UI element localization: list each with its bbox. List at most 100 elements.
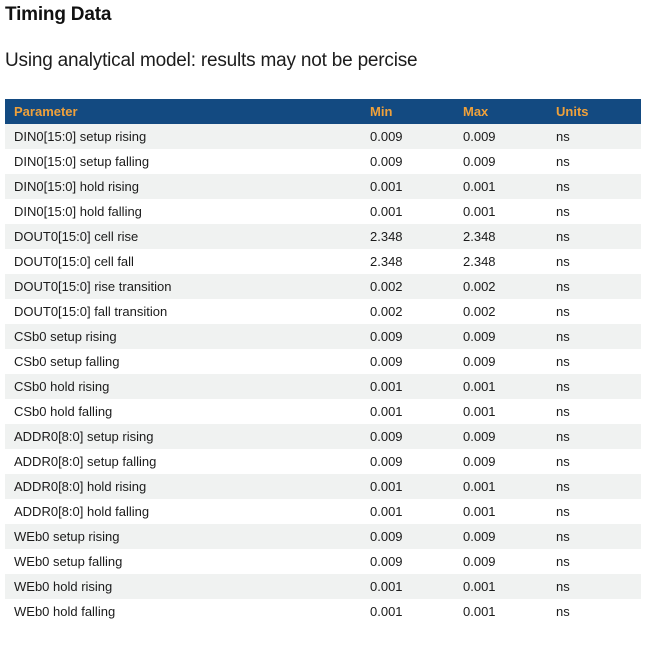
max-cell: 0.001 [463, 479, 496, 494]
table-row: WEb0 setup rising 0.009 0.009 ns [5, 524, 641, 549]
parameter-cell: ADDR0[8:0] setup falling [14, 454, 157, 469]
max-cell: 0.002 [463, 279, 496, 294]
max-cell: 0.001 [463, 404, 496, 419]
min-cell: 0.009 [370, 454, 403, 469]
units-cell: ns [556, 254, 570, 269]
page-title: Timing Data [5, 4, 112, 25]
timing-data-table: Parameter Min Max Units DIN0[15:0] setup… [5, 99, 641, 624]
parameter-cell: ADDR0[8:0] setup rising [14, 429, 154, 444]
max-cell: 0.009 [463, 129, 496, 144]
max-cell: 0.009 [463, 454, 496, 469]
parameter-cell: WEb0 setup falling [14, 554, 123, 569]
parameter-cell: WEb0 setup rising [14, 529, 120, 544]
min-cell: 0.002 [370, 279, 403, 294]
max-cell: 0.009 [463, 529, 496, 544]
parameter-cell: DIN0[15:0] setup falling [14, 154, 150, 169]
parameter-cell: DOUT0[15:0] cell fall [14, 254, 134, 269]
units-cell: ns [556, 429, 570, 444]
units-cell: ns [556, 404, 570, 419]
units-cell: ns [556, 354, 570, 369]
column-header-max: Max [463, 104, 489, 119]
units-cell: ns [556, 279, 570, 294]
max-cell: 0.009 [463, 329, 496, 344]
table-row: DOUT0[15:0] cell rise 2.348 2.348 ns [5, 224, 641, 249]
table-row: WEb0 hold falling 0.001 0.001 ns [5, 599, 641, 624]
units-cell: ns [556, 504, 570, 519]
max-cell: 2.348 [463, 254, 496, 269]
parameter-cell: ADDR0[8:0] hold falling [14, 504, 150, 519]
min-cell: 0.001 [370, 504, 403, 519]
min-cell: 0.001 [370, 179, 403, 194]
table-row: DIN0[15:0] hold rising 0.001 0.001 ns [5, 174, 641, 199]
max-cell: 0.001 [463, 604, 496, 619]
table-row: CSb0 hold falling 0.001 0.001 ns [5, 399, 641, 424]
parameter-cell: WEb0 hold falling [14, 604, 116, 619]
min-cell: 2.348 [370, 254, 403, 269]
parameter-cell: DIN0[15:0] setup rising [14, 129, 147, 144]
min-cell: 0.009 [370, 129, 403, 144]
units-cell: ns [556, 554, 570, 569]
column-header-parameter: Parameter [14, 104, 78, 119]
parameter-cell: DOUT0[15:0] fall transition [14, 304, 168, 319]
max-cell: 0.001 [463, 504, 496, 519]
max-cell: 0.009 [463, 554, 496, 569]
table-body: DIN0[15:0] setup rising 0.009 0.009 ns DIN0[… [5, 124, 641, 624]
max-cell: 0.001 [463, 204, 496, 219]
table-row: WEb0 setup falling 0.009 0.009 ns [5, 549, 641, 574]
parameter-cell: ADDR0[8:0] hold rising [14, 479, 147, 494]
parameter-cell: CSb0 setup rising [14, 329, 117, 344]
units-cell: ns [556, 579, 570, 594]
table-row: DOUT0[15:0] cell fall 2.348 2.348 ns [5, 249, 641, 274]
units-cell: ns [556, 379, 570, 394]
parameter-cell: WEb0 hold rising [14, 579, 113, 594]
parameter-cell: DIN0[15:0] hold rising [14, 179, 140, 194]
column-header-units: Units [556, 104, 589, 119]
table-row: CSb0 setup falling 0.009 0.009 ns [5, 349, 641, 374]
min-cell: 0.009 [370, 529, 403, 544]
parameter-cell: DOUT0[15:0] cell rise [14, 229, 139, 244]
min-cell: 0.001 [370, 479, 403, 494]
table-row: CSb0 hold rising 0.001 0.001 ns [5, 374, 641, 399]
page-subtitle: Using analytical model: results may not … [5, 50, 418, 71]
units-cell: ns [556, 479, 570, 494]
table-row: DIN0[15:0] hold falling 0.001 0.001 ns [5, 199, 641, 224]
units-cell: ns [556, 454, 570, 469]
table-row: ADDR0[8:0] setup rising 0.009 0.009 ns [5, 424, 641, 449]
max-cell: 2.348 [463, 229, 496, 244]
units-cell: ns [556, 529, 570, 544]
parameter-cell: CSb0 hold rising [14, 379, 110, 394]
parameter-cell: CSb0 setup falling [14, 354, 120, 369]
max-cell: 0.002 [463, 304, 496, 319]
units-cell: ns [556, 179, 570, 194]
min-cell: 2.348 [370, 229, 403, 244]
units-cell: ns [556, 329, 570, 344]
table-row: WEb0 hold rising 0.001 0.001 ns [5, 574, 641, 599]
min-cell: 0.001 [370, 404, 403, 419]
units-cell: ns [556, 129, 570, 144]
min-cell: 0.009 [370, 429, 403, 444]
units-cell: ns [556, 204, 570, 219]
units-cell: ns [556, 154, 570, 169]
table-row: DOUT0[15:0] fall transition 0.002 0.002 ns [5, 299, 641, 324]
min-cell: 0.001 [370, 379, 403, 394]
table-row: ADDR0[8:0] setup falling 0.009 0.009 ns [5, 449, 641, 474]
max-cell: 0.009 [463, 154, 496, 169]
units-cell: ns [556, 304, 570, 319]
min-cell: 0.002 [370, 304, 403, 319]
min-cell: 0.009 [370, 154, 403, 169]
table-row: ADDR0[8:0] hold falling 0.001 0.001 ns [5, 499, 641, 524]
units-cell: ns [556, 604, 570, 619]
table-row: DIN0[15:0] setup rising 0.009 0.009 ns [5, 124, 641, 149]
max-cell: 0.001 [463, 179, 496, 194]
min-cell: 0.001 [370, 204, 403, 219]
min-cell: 0.009 [370, 329, 403, 344]
max-cell: 0.001 [463, 579, 496, 594]
parameter-cell: DIN0[15:0] hold falling [14, 204, 142, 219]
table-row: ADDR0[8:0] hold rising 0.001 0.001 ns [5, 474, 641, 499]
min-cell: 0.009 [370, 354, 403, 369]
table-header: Parameter Min Max Units [5, 99, 641, 124]
column-header-min: Min [370, 104, 393, 119]
parameter-cell: DOUT0[15:0] rise transition [14, 279, 172, 294]
table-row: DOUT0[15:0] rise transition 0.002 0.002 ns [5, 274, 641, 299]
min-cell: 0.001 [370, 579, 403, 594]
